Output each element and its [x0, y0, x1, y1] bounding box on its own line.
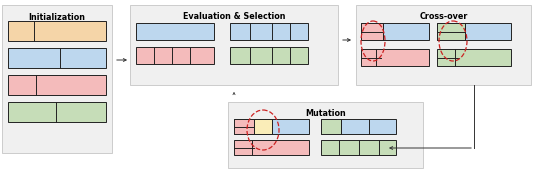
Text: Cross-over: Cross-over — [419, 12, 468, 21]
Bar — [8, 102, 106, 122]
Bar — [228, 102, 423, 168]
Text: Evaluation & Selection: Evaluation & Selection — [183, 12, 285, 21]
Text: Initialization: Initialization — [28, 13, 85, 22]
Bar — [321, 140, 396, 155]
Bar — [230, 23, 308, 40]
Bar — [361, 49, 429, 66]
Bar — [136, 23, 214, 40]
Bar — [361, 23, 383, 40]
Bar — [136, 47, 214, 64]
Bar — [8, 21, 106, 41]
Bar — [437, 23, 465, 40]
Bar — [8, 75, 106, 95]
Bar — [2, 5, 112, 153]
Bar — [361, 23, 429, 40]
Bar — [254, 119, 272, 134]
Bar — [130, 5, 338, 85]
Bar — [234, 119, 254, 134]
Bar — [230, 47, 308, 64]
Bar — [437, 23, 511, 40]
Text: Mutation: Mutation — [305, 109, 346, 118]
Bar — [321, 119, 341, 134]
Bar — [321, 119, 396, 134]
Bar — [437, 49, 511, 66]
Bar — [8, 48, 106, 68]
Bar — [356, 5, 531, 85]
Bar — [234, 119, 309, 134]
Bar — [234, 140, 309, 155]
